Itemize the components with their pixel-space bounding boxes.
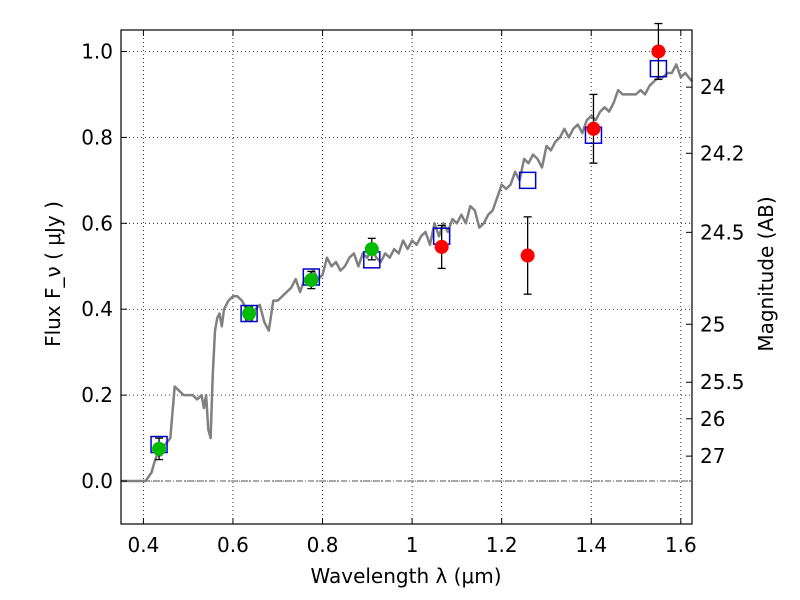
x-tick-label: 1.4 (575, 533, 607, 557)
right-tick-label: 24.5 (700, 220, 745, 244)
right-tick-label: 24 (700, 75, 725, 99)
x-axis-label: Wavelength λ (μm) (310, 564, 501, 588)
red-data-point (586, 121, 601, 136)
green-data-point (242, 306, 257, 321)
x-tick-label: 0.8 (307, 533, 339, 557)
right-tick-label: 24.2 (700, 141, 745, 165)
model-box (518, 171, 537, 190)
right-tick-label: 27 (700, 444, 725, 468)
red-data-point (520, 248, 535, 263)
red-data-point (651, 44, 666, 59)
x-tick-label: 0.6 (217, 533, 249, 557)
x-tick-label: 0.4 (127, 533, 159, 557)
y-tick-label: 0.2 (81, 383, 113, 407)
right-tick-label: 26 (700, 407, 725, 431)
y-axis-label: Flux F_ν ( μJy ) (41, 201, 65, 347)
y-tick-label: 0.0 (81, 469, 113, 493)
y-tick-label: 0.8 (81, 125, 113, 149)
grid-lines (121, 30, 692, 524)
y-tick-label: 0.6 (81, 211, 113, 235)
tick-layer: 0.4 0.6 0.8 1 1.2 1.4 1.6 0.0 0.2 0.4 0.6 0.8 1.0 24 2… (81, 30, 745, 557)
green-data-point (364, 242, 379, 257)
model-spectrum-line (121, 63, 693, 483)
y-tick-label: 1.0 (81, 39, 113, 63)
data-point-layer (152, 22, 666, 461)
x-tick-label: 1.2 (486, 533, 518, 557)
green-data-point (304, 273, 319, 288)
right-axis-label: Magnitude (AB) (754, 196, 778, 351)
x-tick-label: 1 (406, 533, 419, 557)
x-tick-label: 1.6 (665, 533, 697, 557)
model-spectrum-layer (121, 63, 693, 483)
y-tick-label: 0.4 (81, 297, 113, 321)
green-data-point (152, 441, 167, 456)
plot-frame (120, 29, 693, 525)
red-data-point (434, 239, 449, 254)
model-box (240, 304, 258, 323)
right-tick-label: 25 (700, 312, 725, 336)
right-tick-label: 25.5 (700, 370, 745, 394)
